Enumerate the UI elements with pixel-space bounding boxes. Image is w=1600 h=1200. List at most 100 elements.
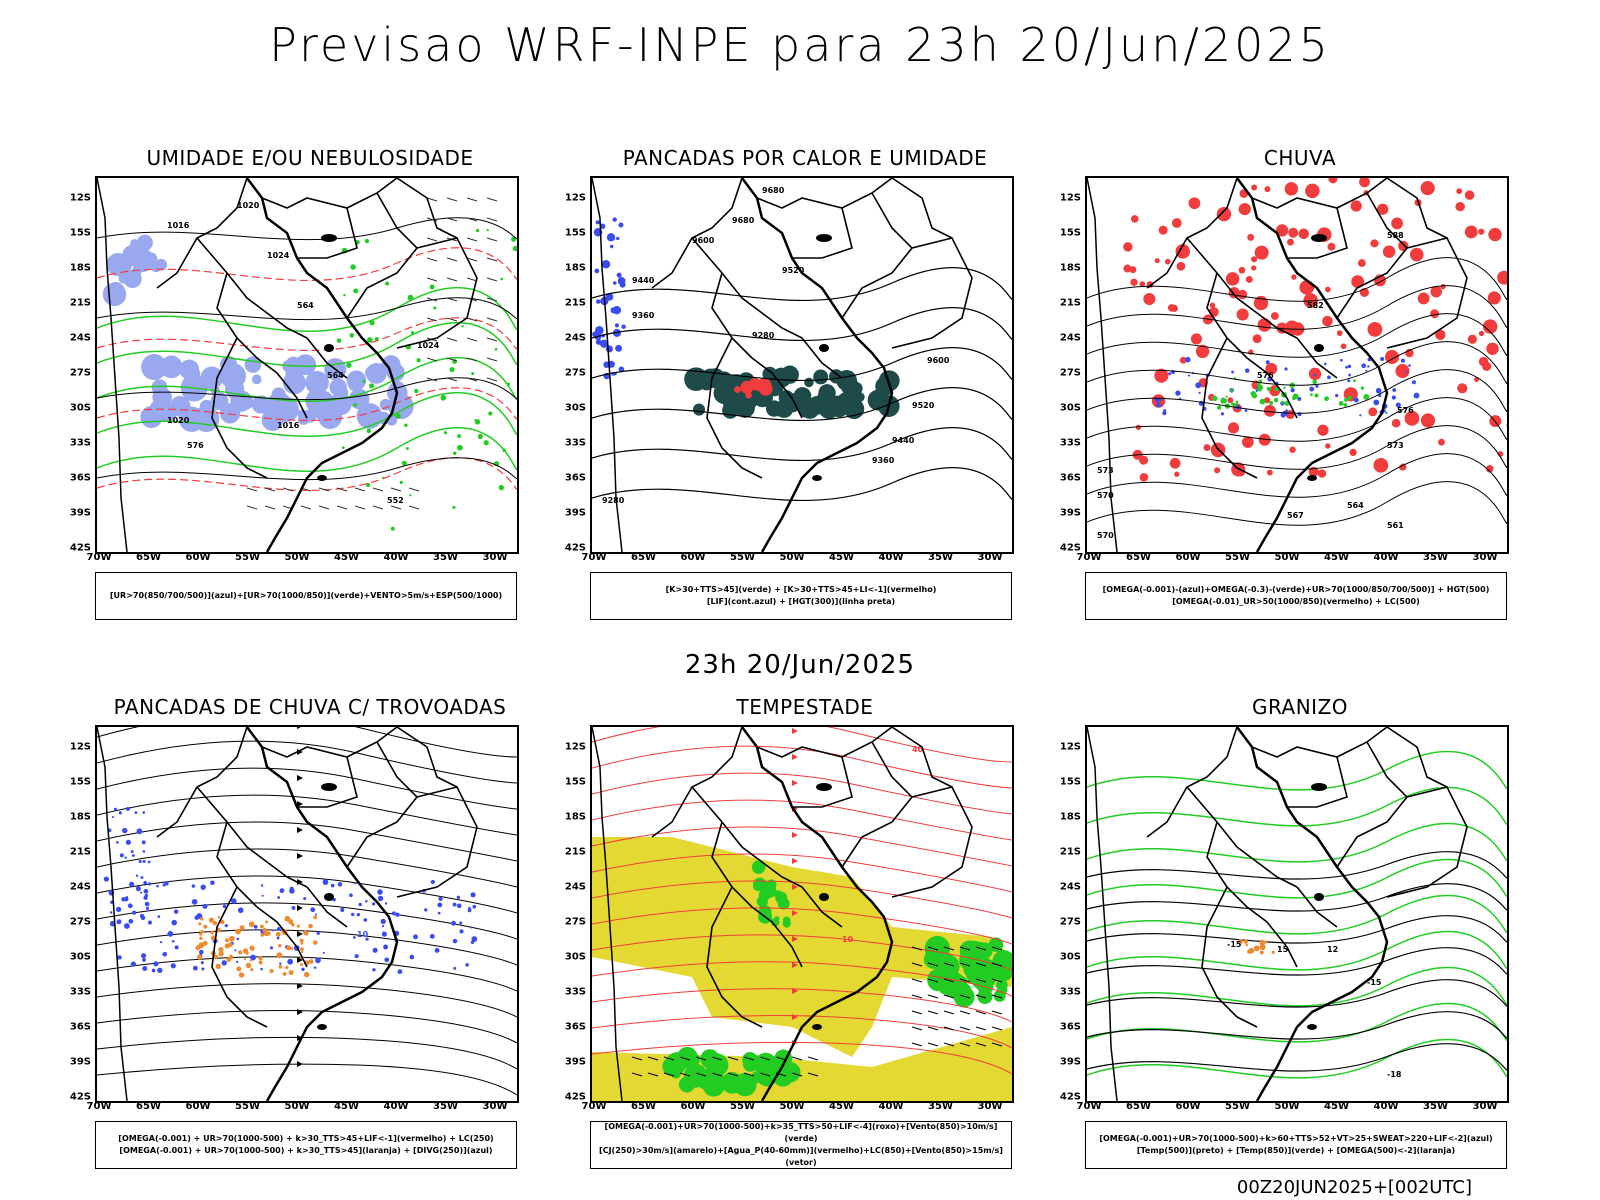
lat-tick-label: 15S bbox=[1059, 776, 1081, 788]
field-blob bbox=[1345, 365, 1348, 369]
field-blob bbox=[605, 345, 613, 353]
field-blob bbox=[1348, 373, 1351, 377]
wind-vector bbox=[927, 994, 939, 999]
field-blob bbox=[414, 388, 419, 394]
field-blob bbox=[1417, 292, 1430, 305]
wind-vector bbox=[807, 1056, 819, 1061]
lat-tick-label: 18S bbox=[69, 262, 91, 274]
border-line bbox=[711, 272, 753, 359]
field-blob bbox=[992, 949, 1012, 973]
field-blob bbox=[1338, 400, 1344, 406]
wind-vector bbox=[927, 962, 939, 967]
lat-tick-label: 30S bbox=[69, 951, 91, 963]
contour-label: 576 bbox=[1397, 406, 1414, 415]
border-line bbox=[156, 178, 248, 289]
contour-label: 1024 bbox=[267, 251, 290, 260]
field-blob bbox=[199, 936, 203, 940]
wind-vector bbox=[975, 962, 987, 967]
field-blob bbox=[125, 896, 129, 899]
wind-vector bbox=[943, 946, 955, 951]
field-blob bbox=[192, 965, 198, 971]
contour-label: 582 bbox=[1307, 301, 1324, 310]
field-blob bbox=[1409, 247, 1424, 262]
field-blob bbox=[1395, 364, 1410, 379]
wind-vector bbox=[791, 1072, 803, 1077]
contour-line bbox=[1087, 481, 1507, 526]
latitude-axis: 12S 15S 18S 21S 24S 27S 30S 33S 36S 39S 42S bbox=[555, 176, 588, 554]
lon-tick-label: 60W bbox=[1175, 552, 1201, 563]
forecast-map: 9680 9680 9600 9520 9440 9360 9280 9600 9520 9440… bbox=[590, 176, 1014, 554]
border-line bbox=[396, 727, 458, 788]
field-blob bbox=[1225, 395, 1228, 398]
lat-tick-label: 39S bbox=[69, 507, 91, 519]
panel-legend: [OMEGA(-0.001) + UR>70(1000-500) + k>30_… bbox=[95, 1121, 517, 1169]
lat-tick-label: 33S bbox=[69, 986, 91, 998]
field-blob bbox=[494, 347, 498, 351]
field-blob bbox=[1309, 393, 1313, 397]
field-blob bbox=[224, 938, 229, 943]
field-blob bbox=[1467, 334, 1477, 344]
wind-vector bbox=[282, 487, 294, 492]
field-blob bbox=[612, 217, 617, 222]
contour-labels: -15 -15 -18 15 12 bbox=[1227, 940, 1402, 1079]
field-blob bbox=[1487, 291, 1501, 305]
field-blob bbox=[793, 387, 812, 405]
contour-line bbox=[592, 307, 1012, 341]
field-blob bbox=[300, 950, 304, 954]
hgt500-contours bbox=[1087, 257, 1507, 526]
field-blob bbox=[592, 331, 599, 338]
field-blob bbox=[131, 854, 135, 857]
contour-line bbox=[1087, 931, 1507, 971]
field-blob bbox=[200, 961, 204, 965]
field-blob bbox=[119, 853, 124, 858]
field-blob bbox=[498, 484, 505, 491]
lon-tick-label: 40W bbox=[1373, 1101, 1399, 1112]
lon-tick-label: 60W bbox=[680, 552, 706, 563]
field-blob bbox=[1251, 256, 1258, 263]
lon-tick-label: 55W bbox=[235, 552, 260, 563]
field-blob bbox=[113, 807, 118, 811]
field-blob bbox=[1220, 397, 1227, 404]
lat-tick-label: 15S bbox=[69, 776, 91, 788]
wind-vector bbox=[943, 1042, 955, 1047]
contour-label: 9680 bbox=[762, 186, 785, 195]
wind-vector bbox=[975, 1042, 987, 1047]
field-blob bbox=[254, 928, 257, 931]
lat-tick-label: 30S bbox=[69, 402, 91, 414]
field-blob bbox=[407, 294, 414, 301]
field-blob bbox=[235, 928, 241, 935]
field-blob bbox=[200, 929, 204, 934]
legend-line: [OMEGA(-0.001)-(azul)+OMEGA(-0.3)-(verde… bbox=[1102, 585, 1490, 594]
field-blob bbox=[303, 896, 307, 901]
field-blob bbox=[262, 928, 268, 934]
streamline bbox=[97, 821, 517, 862]
field-blob bbox=[470, 940, 475, 944]
lon-tick-label: 65W bbox=[1126, 1101, 1151, 1112]
field-blob bbox=[502, 448, 506, 452]
border-line bbox=[1386, 237, 1468, 349]
field-blob bbox=[353, 402, 357, 407]
field-blob bbox=[1315, 384, 1319, 388]
field-blob bbox=[258, 956, 263, 961]
field-blob bbox=[1263, 404, 1276, 417]
map-canvas: 9680 9680 9600 9520 9440 9360 9280 9600 9520 9440… bbox=[592, 178, 1012, 552]
field-blob bbox=[1203, 444, 1211, 452]
legend-line: [K>30+TTS>45](verde) + [K>30+TTS>45+LI<-… bbox=[665, 585, 937, 594]
field-blob bbox=[691, 1072, 703, 1084]
lat-tick-label: 18S bbox=[69, 811, 91, 823]
field-blob bbox=[367, 337, 373, 343]
field-blob bbox=[1359, 414, 1362, 417]
contour-label: 561 bbox=[1387, 521, 1404, 530]
panel-legend: [UR>70(850/700/500)](azul)+[UR>70(1000/8… bbox=[95, 572, 517, 620]
lon-tick-label: 60W bbox=[1175, 1101, 1201, 1112]
lon-tick-label: 65W bbox=[136, 552, 161, 563]
border-line bbox=[1186, 786, 1298, 888]
field-blob bbox=[610, 307, 617, 314]
field-blob bbox=[972, 973, 989, 990]
streamline bbox=[592, 934, 1012, 971]
field-blob bbox=[1139, 281, 1146, 287]
contour-line bbox=[97, 286, 517, 332]
jet-yellow-area bbox=[592, 837, 1012, 1057]
field-blob bbox=[751, 860, 766, 874]
